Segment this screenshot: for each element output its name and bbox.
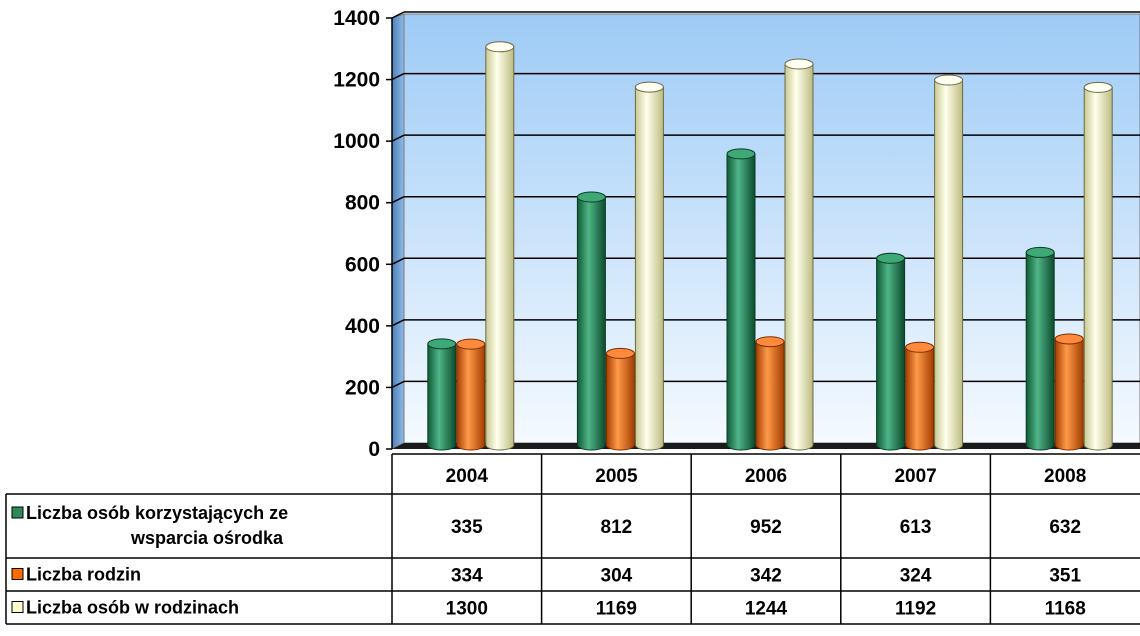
x-tick-label-2004: 2004 — [446, 466, 489, 487]
bar-top — [605, 347, 635, 359]
y-tick-label-6: 1200 — [333, 69, 380, 92]
bar-top — [934, 74, 964, 86]
bar-body — [784, 63, 814, 451]
bar-Liczba osób w rodzinach-2007 — [934, 74, 964, 451]
bar-Liczba osób w rodzinach-2004 — [485, 41, 515, 451]
bar-top — [726, 148, 756, 160]
bar-body — [1054, 338, 1084, 451]
legend-key-0 — [11, 506, 24, 519]
bar-top — [1025, 246, 1055, 258]
data-label-1-2005: 304 — [601, 566, 633, 587]
bar-top — [905, 341, 935, 353]
bar-top — [1083, 81, 1113, 93]
data-label-0-2006: 952 — [750, 517, 782, 538]
gridline-side-1 — [391, 380, 405, 389]
gridline-side-7 — [391, 11, 405, 19]
y-tick-label-1: 200 — [345, 376, 380, 399]
bar-top — [755, 336, 785, 348]
bar-Liczba osób w rodzinach-2008 — [1083, 81, 1113, 451]
y-tick-label-5: 1000 — [333, 130, 380, 153]
bar-Liczba rodzin-2004 — [456, 338, 486, 451]
data-label-2-2008: 1168 — [1045, 599, 1086, 620]
data-label-1-2006: 342 — [750, 566, 782, 587]
data-table: 2004 2005 2006 2007 2008 Liczba osób korzysta… — [5, 453, 1140, 625]
gridline-side-6 — [391, 72, 405, 81]
bars — [427, 41, 1113, 451]
gridline-side-3 — [391, 257, 405, 265]
y-tick-label-2: 400 — [345, 315, 380, 338]
data-label-1-2007: 324 — [900, 566, 932, 587]
data-label-2-2006: 1244 — [745, 599, 788, 620]
data-label-2-2007: 1192 — [895, 599, 936, 620]
bar-top — [1054, 333, 1084, 345]
bar-body — [755, 341, 785, 451]
data-label-1-2004: 334 — [451, 566, 483, 587]
legend-label-0-0: Liczba osób korzystających ze — [26, 503, 288, 523]
y-tick-label-0: 0 — [368, 438, 380, 461]
bar-Liczba osób korzystających ze wsparcia ośrodka-2004 — [427, 338, 457, 451]
bar-Liczba rodzin-2007 — [905, 341, 935, 451]
gridline-side-2 — [391, 319, 405, 327]
bar-body — [1025, 251, 1055, 451]
x-tick-label-2007: 2007 — [894, 466, 936, 487]
bar-body — [934, 79, 964, 451]
data-label-0-2007: 613 — [900, 517, 932, 538]
legend-key-2 — [11, 601, 24, 613]
bar-body — [427, 343, 457, 451]
x-tick-label-2005: 2005 — [595, 466, 638, 487]
x-tick-label-2008: 2008 — [1044, 466, 1086, 487]
bar-top — [427, 338, 457, 350]
bar-top — [634, 81, 664, 93]
legend-label-0-1: wsparcia ośrodka — [130, 528, 284, 548]
bar-Liczba osób korzystających ze wsparcia ośrodka-2008 — [1025, 246, 1055, 451]
bar-body — [1083, 86, 1113, 451]
bar-body — [634, 86, 664, 451]
y-tick-label-3: 600 — [345, 253, 380, 276]
legend-label-1-0: Liczba rodzin — [26, 565, 141, 585]
gridline-side-5 — [391, 134, 405, 142]
bar-body — [726, 153, 756, 451]
data-label-0-2005: 812 — [601, 517, 633, 538]
bar-top — [784, 58, 814, 70]
bar-Liczba osób korzystających ze wsparcia ośrodka-2005 — [576, 191, 606, 451]
bar-Liczba osób korzystających ze wsparcia ośrodka-2006 — [726, 148, 756, 451]
legend-key-1 — [11, 568, 24, 580]
y-tick-label-4: 800 — [345, 192, 380, 215]
bar-body — [605, 352, 635, 451]
bar-body — [905, 346, 935, 451]
bar-top — [485, 41, 515, 53]
bar-Liczba rodzin-2005 — [605, 347, 635, 451]
bar-Liczba osób w rodzinach-2005 — [634, 81, 664, 451]
bar-body — [485, 46, 515, 451]
bar-Liczba rodzin-2006 — [755, 336, 785, 451]
data-label-1-2008: 351 — [1049, 566, 1081, 587]
legend-label-2-0: Liczba osób w rodzinach — [26, 598, 239, 618]
data-label-0-2008: 632 — [1049, 517, 1081, 538]
data-label-0-2004: 335 — [451, 517, 483, 538]
gridline-side-4 — [391, 196, 405, 204]
bar-top — [576, 191, 606, 203]
bar-top — [456, 338, 486, 350]
y-axis: 0 200 400 600 800 1000 1200 1400 — [333, 7, 393, 461]
data-label-2-2004: 1300 — [446, 599, 488, 620]
bar-Liczba rodzin-2008 — [1054, 333, 1084, 451]
bar-Liczba osób w rodzinach-2006 — [784, 58, 814, 451]
bar-body — [876, 257, 906, 451]
data-label-2-2005: 1169 — [596, 599, 637, 620]
bar-top — [876, 252, 906, 264]
y-tick-label-7: 1400 — [333, 7, 380, 30]
x-tick-label-2006: 2006 — [745, 466, 787, 487]
bar-body — [576, 196, 606, 451]
bar-body — [456, 343, 486, 451]
bar-Liczba osób korzystających ze wsparcia ośrodka-2007 — [876, 252, 906, 451]
